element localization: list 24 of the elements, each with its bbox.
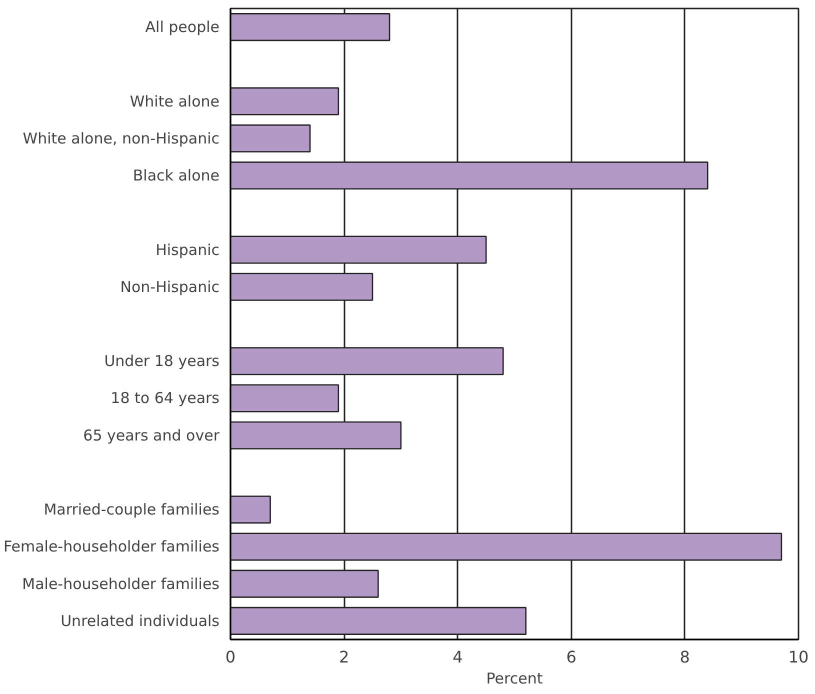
- y-tick-label: Black alone: [132, 166, 220, 185]
- y-tick-label: Unrelated individuals: [60, 612, 220, 630]
- x-tick-label: 2: [339, 648, 350, 666]
- x-tick-label: 10: [788, 648, 809, 666]
- bar: [230, 384, 340, 412]
- y-tick-label: Male-householder families: [22, 574, 220, 593]
- y-tick-label: Married-couple families: [44, 500, 220, 519]
- x-tick-label: 6: [566, 648, 576, 666]
- y-tick-label: White alone: [130, 92, 220, 110]
- y-tick-label: 65 years and over: [83, 426, 220, 444]
- y-tick-label: Female-householder families: [3, 538, 220, 556]
- y-tick-label: White alone, non-Hispanic: [22, 129, 220, 148]
- y-tick-label: Non-Hispanic: [120, 278, 220, 296]
- x-tick-label: 4: [452, 648, 463, 666]
- y-tick-label: All people: [145, 18, 220, 36]
- x-tick-label: 8: [680, 648, 690, 666]
- y-tick-label: 18 to 64 years: [110, 389, 220, 408]
- bar: [230, 124, 311, 152]
- y-tick-label: Hispanic: [156, 240, 220, 259]
- x-axis-title: Percent: [486, 670, 543, 688]
- y-tick-label: Under 18 years: [104, 352, 220, 370]
- x-tick-label: 0: [225, 648, 236, 666]
- bar: [230, 87, 340, 116]
- bar: [230, 496, 271, 524]
